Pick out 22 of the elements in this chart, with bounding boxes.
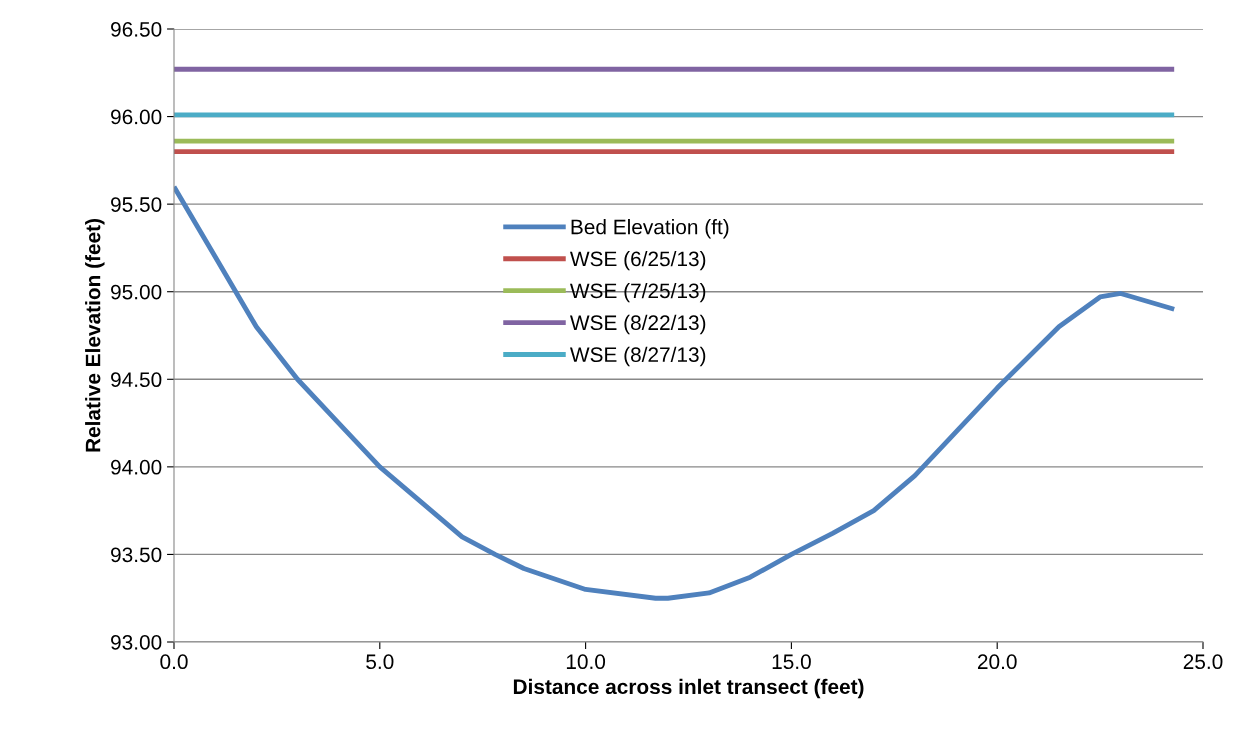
x-tick-label: 25.0 [1183,654,1223,670]
y-axis-title: Relative Elevation (feet) [85,219,105,452]
legend-label: WSE (8/27/13) [570,346,706,367]
x-tick-label: 20.0 [977,654,1017,670]
x-tick-label: 5.0 [366,654,394,670]
line-series [174,184,1177,601]
legend-label: WSE (7/25/13) [570,282,706,303]
legend-label: Bed Elevation (ft) [571,219,729,239]
y-tick-label: 94.50 [111,372,162,388]
x-axis-title: Distance across inlet transect (feet) [513,678,864,699]
y-tick-label: 96.00 [111,109,162,125]
y-tick-label: 96.50 [111,22,162,37]
y-tick-label: 95.00 [111,284,162,300]
x-tick-label: 0.0 [160,654,188,670]
legend-label: WSE (8/22/13) [570,314,706,335]
y-tick-label: 93.00 [111,635,162,650]
legend-label: WSE (6/25/13) [570,250,706,271]
x-tick-label: 10.0 [566,654,606,670]
y-tick-label: 95.50 [111,197,162,212]
y-tick-label: 93.50 [111,547,162,563]
x-tick-label: 15.0 [772,654,811,670]
y-tick-label: 94.00 [111,459,162,475]
